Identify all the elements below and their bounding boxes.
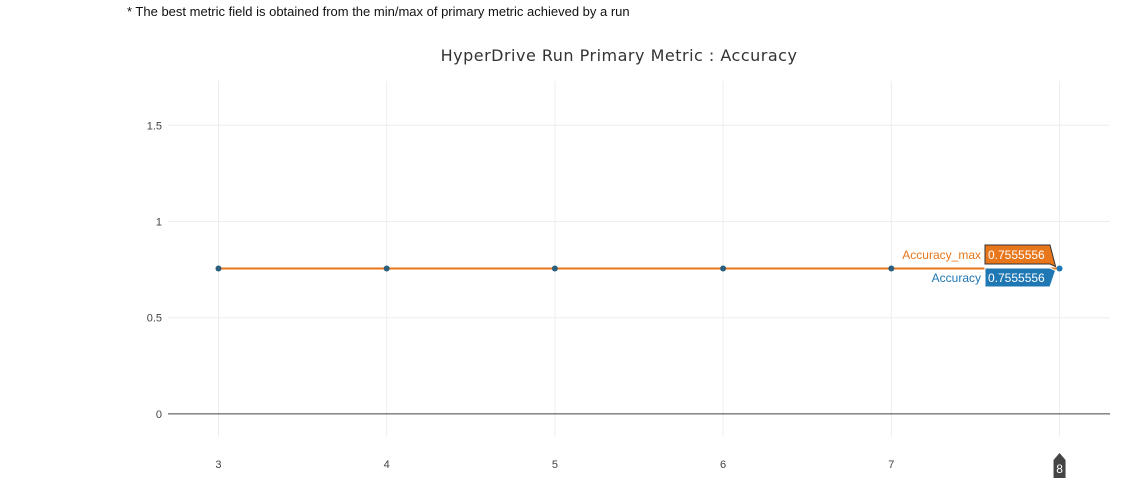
data-point: [1056, 265, 1063, 272]
data-point: [888, 265, 895, 272]
data-point: [551, 265, 558, 272]
hover-series-name: Accuracy: [932, 271, 981, 285]
x-tick-label: 4: [384, 459, 390, 471]
y-tick-label: 1.5: [147, 120, 162, 132]
y-tick-label: 0.5: [147, 313, 162, 325]
hover-box-accuracy-max: [984, 244, 1057, 268]
hover-x-box: [1053, 453, 1066, 478]
x-tick-label: 7: [888, 459, 894, 471]
data-point: [720, 265, 727, 272]
data-point: [215, 265, 222, 272]
hover-series-name: Accuracy_max: [902, 248, 981, 262]
hover-value: 0.7555556: [988, 271, 1045, 285]
grid: [168, 81, 1110, 437]
series[interactable]: [215, 265, 1063, 272]
chart-title: HyperDrive Run Primary Metric : Accuracy: [441, 46, 798, 65]
y-tick-label: 0: [156, 409, 162, 421]
hover-labels: 0.7555556 Accuracy_max 0.7555556 Accuracy 8: [902, 244, 1066, 478]
hover-x-label: 8: [1056, 462, 1063, 476]
hover-value: 0.7555556: [988, 248, 1045, 262]
hover-box-accuracy: [984, 267, 1057, 288]
x-tick-label: 3: [215, 459, 221, 471]
y-tick-label: 1: [156, 216, 162, 228]
axes: 0 0.5 1 1.5 3 4 5 6 7: [147, 120, 1110, 471]
data-point: [383, 265, 390, 272]
x-tick-label: 5: [552, 459, 558, 471]
x-tick-label: 6: [720, 459, 726, 471]
best-metric-note: * The best metric field is obtained from…: [127, 4, 630, 19]
